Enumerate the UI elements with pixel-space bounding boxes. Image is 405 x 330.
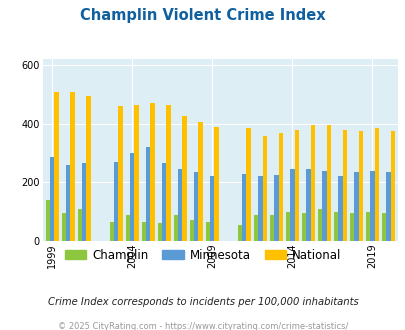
Bar xyxy=(321,171,326,241)
Bar xyxy=(130,153,134,241)
Bar xyxy=(258,177,262,241)
Bar xyxy=(182,116,187,241)
Bar xyxy=(301,213,305,241)
Bar xyxy=(70,92,75,241)
Bar xyxy=(150,103,155,241)
Bar xyxy=(54,92,59,241)
Bar xyxy=(278,133,282,241)
Bar xyxy=(109,222,114,241)
Bar xyxy=(373,128,378,241)
Legend: Champlin, Minnesota, National: Champlin, Minnesota, National xyxy=(60,244,345,266)
Bar xyxy=(246,128,250,241)
Bar xyxy=(134,105,139,241)
Bar xyxy=(273,175,278,241)
Bar xyxy=(194,172,198,241)
Bar xyxy=(369,171,373,241)
Bar xyxy=(317,209,321,241)
Bar xyxy=(253,214,258,241)
Bar xyxy=(66,165,70,241)
Bar xyxy=(62,213,66,241)
Bar xyxy=(82,163,86,241)
Bar xyxy=(214,127,218,241)
Bar xyxy=(141,222,146,241)
Bar xyxy=(166,105,171,241)
Text: © 2025 CityRating.com - https://www.cityrating.com/crime-statistics/: © 2025 CityRating.com - https://www.city… xyxy=(58,322,347,330)
Bar xyxy=(364,212,369,241)
Bar xyxy=(358,131,362,241)
Bar xyxy=(45,200,50,241)
Bar xyxy=(173,214,177,241)
Bar xyxy=(285,212,289,241)
Bar xyxy=(237,225,241,241)
Bar xyxy=(125,214,130,241)
Bar xyxy=(50,157,54,241)
Bar xyxy=(86,96,91,241)
Bar xyxy=(189,220,194,241)
Bar xyxy=(118,106,123,241)
Bar xyxy=(305,169,310,241)
Bar xyxy=(294,130,298,241)
Bar xyxy=(310,125,314,241)
Bar xyxy=(337,177,342,241)
Bar xyxy=(289,169,294,241)
Bar xyxy=(198,122,202,241)
Bar xyxy=(326,125,330,241)
Bar xyxy=(157,223,162,241)
Bar xyxy=(381,213,385,241)
Text: Crime Index corresponds to incidents per 100,000 inhabitants: Crime Index corresponds to incidents per… xyxy=(47,297,358,307)
Bar xyxy=(269,214,273,241)
Bar xyxy=(353,172,358,241)
Bar xyxy=(241,174,246,241)
Bar xyxy=(77,209,82,241)
Bar xyxy=(146,147,150,241)
Bar xyxy=(385,172,390,241)
Bar xyxy=(177,169,182,241)
Bar xyxy=(333,212,337,241)
Bar xyxy=(114,162,118,241)
Bar xyxy=(205,222,209,241)
Bar xyxy=(390,131,394,241)
Bar xyxy=(342,130,346,241)
Bar xyxy=(162,163,166,241)
Bar xyxy=(262,136,266,241)
Text: Champlin Violent Crime Index: Champlin Violent Crime Index xyxy=(80,8,325,23)
Bar xyxy=(349,213,353,241)
Bar xyxy=(209,177,214,241)
